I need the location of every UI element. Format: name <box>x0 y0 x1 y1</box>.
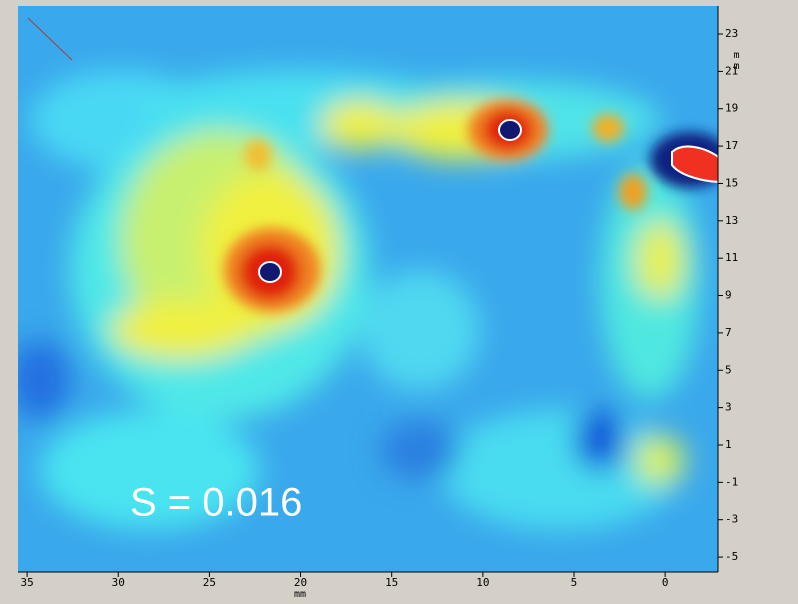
y-tick-label: 13 <box>725 214 738 227</box>
x-tick-label: 10 <box>476 576 489 589</box>
annotation: S = 0.016 <box>130 481 302 525</box>
y-tick-label: 7 <box>725 326 732 339</box>
y-tick-label: 19 <box>725 102 738 115</box>
heatmap <box>0 0 798 600</box>
x-tick-label: 25 <box>203 576 216 589</box>
x-tick-label: 5 <box>571 576 578 589</box>
chart: S = 0.016 mm mm 35302520151050-5-3-11357… <box>0 0 798 600</box>
y-tick-label: 3 <box>725 401 732 414</box>
y-tick-label: -3 <box>725 513 738 526</box>
x-tick-label: 0 <box>662 576 669 589</box>
y-tick-label: 11 <box>725 251 738 264</box>
y-tick-label: -5 <box>725 550 738 563</box>
y-tick-label: 9 <box>725 289 732 302</box>
x-tick-label: 20 <box>294 576 307 589</box>
y-tick-label: -1 <box>725 475 738 488</box>
y-tick-label: 15 <box>725 176 738 189</box>
y-tick-label: 17 <box>725 139 738 152</box>
x-tick-label: 35 <box>20 576 33 589</box>
y-tick-label: 1 <box>725 438 732 451</box>
x-axis-label: mm <box>294 589 306 600</box>
x-tick-label: 30 <box>112 576 125 589</box>
y-tick-label: 23 <box>725 27 738 40</box>
x-tick-label: 15 <box>385 576 398 589</box>
y-tick-label: 5 <box>725 363 732 376</box>
y-tick-label: 21 <box>725 64 738 77</box>
